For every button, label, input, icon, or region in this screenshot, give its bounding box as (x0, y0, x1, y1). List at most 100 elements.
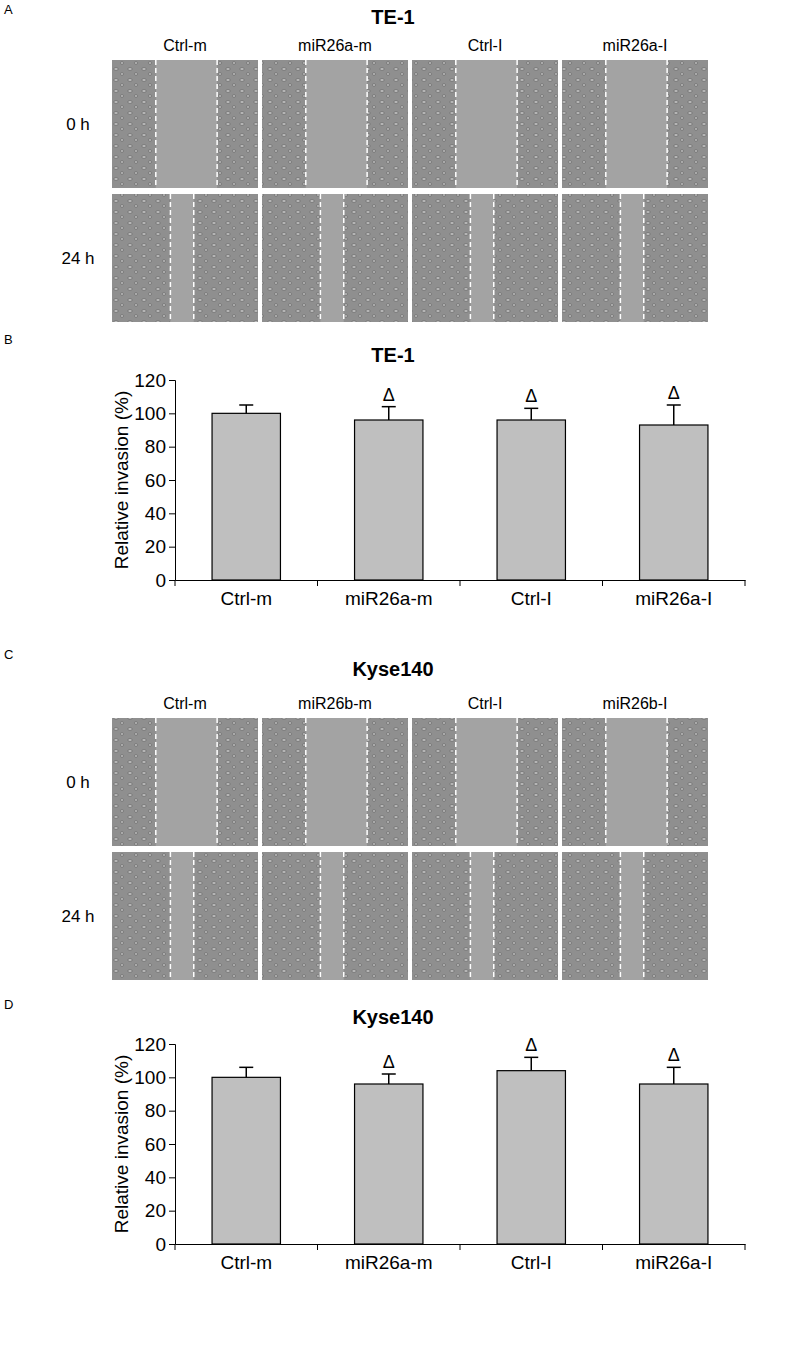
x-tick: Ctrl-m (220, 580, 272, 609)
annotation: Δ (383, 1052, 395, 1072)
y-tick: 0 (155, 570, 175, 591)
micrograph (412, 852, 558, 980)
micrograph (562, 60, 708, 188)
category-separator (175, 580, 176, 586)
error-bar-stem (673, 1067, 675, 1084)
wound-gap (170, 194, 193, 322)
x-tick-label: Ctrl-m (220, 1252, 272, 1273)
y-tick: 120 (134, 370, 175, 391)
y-tick-mark (169, 1177, 175, 1178)
error-bar-stem (388, 407, 390, 420)
row-header: 24 h (61, 249, 94, 268)
y-tick-label: 40 (145, 503, 166, 524)
error-bar (239, 405, 253, 413)
y-tick: 100 (134, 403, 175, 424)
image-panel: Kyse140Ctrl-mmiR26b-mCtrl-ImiR26b-I0 h24… (61, 658, 708, 980)
y-tick: 60 (145, 1134, 175, 1155)
x-tick: Ctrl-I (511, 580, 552, 609)
category-separator (602, 580, 603, 586)
figure: ABCDTE-1Ctrl-mmiR26a-mCtrl-ImiR26a-I0 h2… (0, 0, 786, 1351)
x-tick-label: Ctrl-I (511, 1252, 552, 1273)
micrograph (262, 60, 408, 188)
y-axis-title: Relative invasion (%) (111, 1055, 132, 1233)
row-header: 24 h (61, 907, 94, 926)
wound-gap (156, 60, 217, 188)
error-bar-stem (531, 408, 533, 420)
bar (640, 1084, 708, 1244)
category-separator (745, 1244, 746, 1250)
y-tick-label: 100 (134, 1067, 166, 1088)
error-bar-cap (382, 406, 396, 408)
x-tick: Ctrl-m (220, 1244, 272, 1273)
wound-edge (155, 60, 157, 188)
wound-gap (320, 194, 343, 322)
image-panel: TE-1Ctrl-mmiR26a-mCtrl-ImiR26a-I0 h24 h (61, 6, 708, 322)
annotation: Δ (668, 383, 680, 403)
wound-edge (605, 60, 607, 188)
x-axis: Ctrl-mmiR26a-mCtrl-ImiR26a-I (176, 580, 746, 609)
micrograph (562, 852, 708, 980)
row-header: 0 h (66, 773, 90, 792)
wound-edge (470, 194, 472, 322)
annotation: Δ (525, 1035, 537, 1055)
panel-label: B (4, 332, 13, 347)
y-axis-title: Relative invasion (%) (111, 391, 132, 569)
column-header: miR26a-I (603, 37, 668, 54)
chart-title: Kyse140 (352, 1006, 433, 1028)
micrograph (112, 718, 258, 846)
wound-edge (666, 718, 668, 846)
y-tick-mark (169, 413, 175, 414)
y-tick-label: 120 (134, 370, 166, 391)
y-axis: 020406080100120 (134, 1034, 175, 1255)
column-header: Ctrl-m (163, 37, 207, 54)
y-tick: 40 (145, 1167, 175, 1188)
column-header: miR26b-m (298, 695, 372, 712)
panel-title: TE-1 (371, 6, 414, 28)
panel-title: Kyse140 (352, 658, 433, 680)
y-axis: 020406080100120 (134, 370, 175, 591)
error-bar-stem (246, 1067, 248, 1077)
wound-edge (216, 718, 218, 846)
panel-label: C (4, 647, 13, 662)
error-bar-stem (388, 1074, 390, 1084)
wound-edge (666, 60, 668, 188)
column-header: Ctrl-I (468, 695, 503, 712)
wound-gap (470, 852, 493, 980)
panel-label: A (4, 2, 13, 17)
error-bar-cap (382, 1073, 396, 1075)
error-bar (524, 1057, 538, 1070)
y-tick: 60 (145, 470, 175, 491)
y-tick-label: 60 (145, 470, 166, 491)
micrograph (112, 60, 258, 188)
wound-gap (456, 718, 517, 846)
wound-edge (493, 194, 495, 322)
wound-edge (620, 852, 622, 980)
x-tick-label: miR26a-m (345, 588, 433, 609)
x-tick: miR26a-m (345, 1244, 433, 1273)
row-header: 0 h (66, 115, 90, 134)
category-separator (317, 1244, 318, 1250)
y-tick-mark (169, 1244, 175, 1245)
y-tick-mark (169, 1144, 175, 1145)
wound-gap (306, 60, 367, 188)
wound-edge (305, 60, 307, 188)
bar (497, 1071, 565, 1244)
column-header: miR26b-I (603, 695, 668, 712)
wound-edge (455, 718, 457, 846)
error-bar-stem (673, 405, 675, 425)
bar (212, 413, 280, 580)
wound-gap (306, 718, 367, 846)
micrograph (412, 60, 558, 188)
y-tick-mark (169, 447, 175, 448)
y-tick-label: 0 (155, 570, 166, 591)
bar-chart: Kyse140020406080100120Ctrl-mmiR26a-mCtrl… (111, 1006, 746, 1273)
error-bar-cap (239, 404, 253, 406)
y-tick-label: 0 (155, 1234, 166, 1255)
wound-edge (643, 852, 645, 980)
bar (640, 425, 708, 580)
y-tick-label: 40 (145, 1167, 166, 1188)
wound-gap (620, 852, 643, 980)
error-bar (667, 405, 681, 425)
y-tick-label: 100 (134, 403, 166, 424)
micrograph (262, 718, 408, 846)
